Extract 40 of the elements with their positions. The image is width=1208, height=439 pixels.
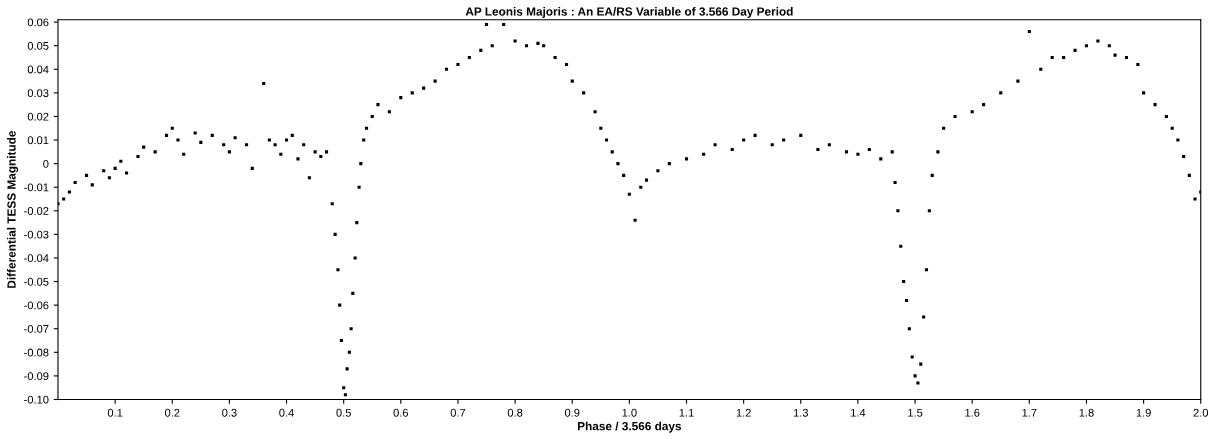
x-tick-label: 1.5 xyxy=(908,408,923,417)
x-tick-label: 0.7 xyxy=(450,408,466,417)
y-tick-label: -0.01 xyxy=(24,183,49,192)
x-tick-label: 0.6 xyxy=(393,408,409,417)
x-axis-title: Phase / 3.566 days xyxy=(577,421,682,433)
x-tick-label: 1.3 xyxy=(793,408,809,417)
x-tick-label: 2.0 xyxy=(1193,408,1208,417)
y-tick-label: -0.08 xyxy=(24,348,49,357)
y-tick-label: -0.03 xyxy=(24,230,49,239)
y-tick-label: 0.04 xyxy=(27,65,49,74)
y-tick-label: -0.05 xyxy=(24,277,49,286)
x-tick-label: 1.1 xyxy=(679,408,694,417)
y-tick-label: 0.06 xyxy=(27,18,49,27)
x-tick-label: 0.2 xyxy=(164,408,180,417)
x-tick-label: 0.8 xyxy=(507,408,523,417)
y-tick-label: -0.02 xyxy=(24,207,49,215)
y-tick-label: -0.10 xyxy=(24,395,49,404)
y-tick-label: -0.04 xyxy=(24,254,49,263)
y-tick-label: 0 xyxy=(43,159,49,168)
y-tick-label: 0.02 xyxy=(27,112,49,121)
x-tick-label: 1.0 xyxy=(622,408,637,417)
x-tick-label: 1.8 xyxy=(1079,408,1094,417)
x-tick-label: 1.6 xyxy=(965,408,980,417)
y-tick-label: -0.06 xyxy=(24,301,49,310)
x-tick-label: 1.7 xyxy=(1022,408,1037,417)
x-tick-label: 0.9 xyxy=(564,408,580,417)
x-tick-label: 0.3 xyxy=(222,408,237,417)
x-tick-label: 0.1 xyxy=(107,408,123,417)
y-tick-label: -0.09 xyxy=(24,372,49,381)
y-tick-label: 0.03 xyxy=(27,89,49,98)
x-tick-label: 0.4 xyxy=(279,408,294,417)
x-tick-label: 0.5 xyxy=(336,408,351,417)
x-tick-label: 1.4 xyxy=(851,408,866,417)
y-tick-label: 0.05 xyxy=(27,41,49,50)
x-tick-label: 1.2 xyxy=(736,408,751,417)
y-tick-label: -0.07 xyxy=(24,325,49,333)
chart-title: AP Leonis Majoris : An EA/RS Variable of 3.566 Day Period xyxy=(465,7,793,19)
y-tick-label: 0.01 xyxy=(27,136,49,145)
x-tick-label: 1.9 xyxy=(1136,408,1151,417)
y-axis-title: Differential TESS Magnitude xyxy=(7,130,19,288)
